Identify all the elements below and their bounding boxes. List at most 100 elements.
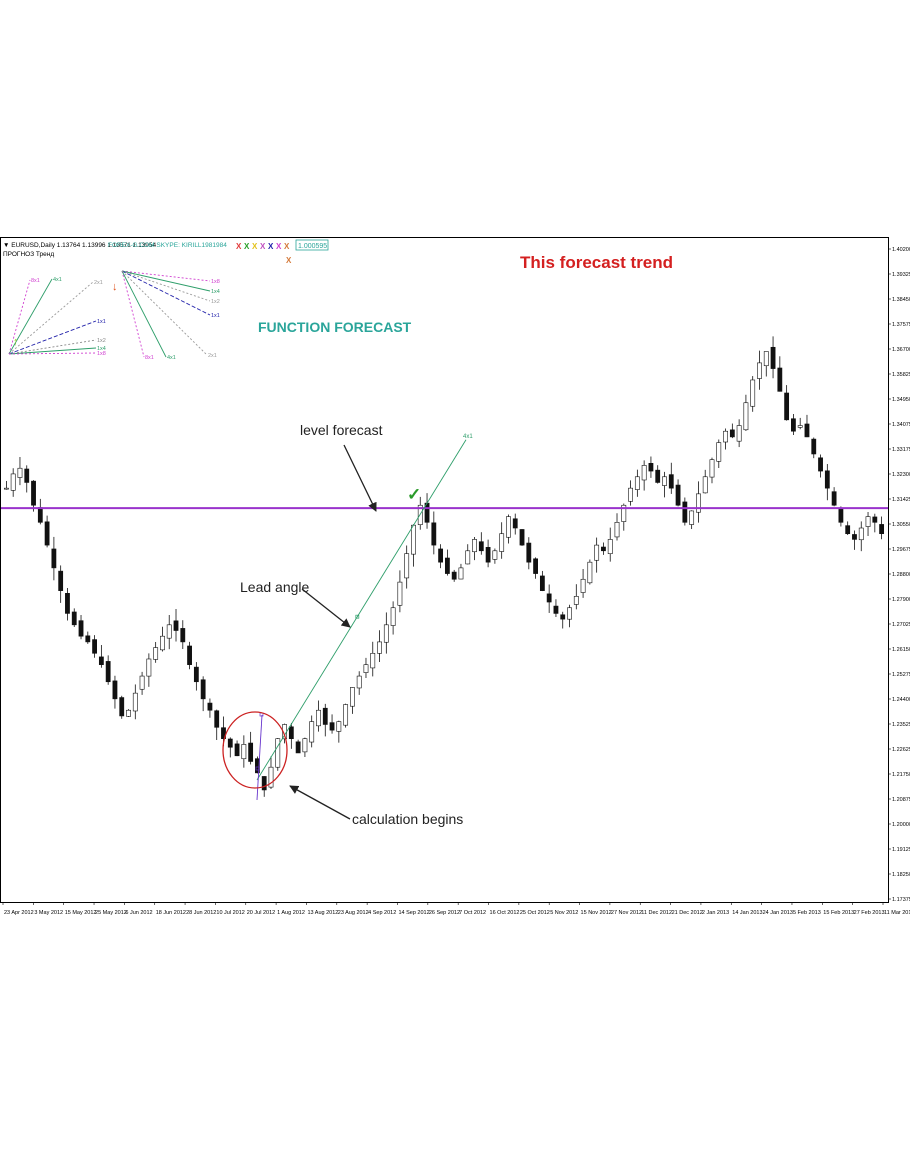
gann-ray-label: 1x2 <box>97 338 106 344</box>
candle-body <box>641 465 647 481</box>
signal-x-mark: X <box>268 242 274 251</box>
candle-body <box>85 635 91 643</box>
candle-body <box>506 516 511 538</box>
candle-body <box>621 504 627 522</box>
candle-body <box>845 525 851 535</box>
y-tick-label: 1.22625 <box>892 747 910 753</box>
y-tick-label: 1.18250 <box>892 872 910 878</box>
candle-body <box>187 645 192 665</box>
candle-body <box>709 459 715 478</box>
candle-body <box>166 624 172 639</box>
candle-body <box>723 430 728 443</box>
candle-body <box>451 571 457 580</box>
gann-ray <box>121 270 211 282</box>
gann-ray <box>121 270 211 316</box>
candle-body <box>295 741 301 754</box>
level-forecast-label: level forecast <box>300 422 383 438</box>
y-tick-label: 1.28800 <box>892 572 910 578</box>
gann-ray <box>121 270 211 302</box>
x-tick-label: 21 Dec 2012 <box>672 910 703 916</box>
candle-body <box>438 548 444 563</box>
candle-body <box>634 476 640 490</box>
candle-body <box>655 469 661 483</box>
candle-body <box>689 510 695 525</box>
x-tick-label: 18 Jun 2012 <box>156 910 186 916</box>
candle-body <box>343 704 349 726</box>
signal-x-mark: X <box>276 242 282 251</box>
candle-body <box>24 468 30 483</box>
gann-ray-label: 4x1 <box>167 355 176 361</box>
y-tick-label: 1.40200 <box>892 247 910 253</box>
gann-ray <box>8 352 97 355</box>
candle-body <box>526 542 532 563</box>
indicator-label: ПРОГНОЗ Тренд <box>3 251 54 258</box>
candle-body <box>838 507 844 523</box>
y-tick-label: 1.39325 <box>892 272 910 278</box>
x-tick-label: 15 Feb 2013 <box>823 910 854 916</box>
up-arrow-icon: ↑ <box>13 336 19 348</box>
candle-body <box>478 541 484 552</box>
forecast-trend-title: This forecast trend <box>520 253 673 272</box>
candle-body <box>614 522 620 538</box>
x-tick-label: 1 Aug 2012 <box>277 910 305 916</box>
calc-mid-marker <box>255 766 260 771</box>
x-tick-label: 15 May 2012 <box>65 910 97 916</box>
signal-x-mark: X <box>252 242 258 251</box>
candle-body <box>288 726 294 740</box>
candle-body <box>241 744 247 760</box>
chart-canvas[interactable]: ▼ EURUSD,Daily 1.13764 1.13996 1.13571 1… <box>0 237 910 918</box>
x-tick-label: 11 Dec 2012 <box>641 910 672 916</box>
candle-body <box>316 709 321 727</box>
candle-body <box>268 766 274 788</box>
y-tick-label: 1.19125 <box>892 847 910 853</box>
calculation-begins-label: calculation begins <box>352 811 463 827</box>
candle-body <box>112 680 118 700</box>
gann-ray <box>8 279 31 355</box>
candlestick-series <box>3 336 885 797</box>
signal-x-mark: X <box>244 242 250 251</box>
candle-body <box>770 346 776 369</box>
candle-body <box>370 652 376 669</box>
candle-body <box>573 596 579 605</box>
x-tick-label: 13 Aug 2012 <box>307 910 338 916</box>
x-tick-label: 4 Sep 2012 <box>368 910 396 916</box>
x-tick-label: 7 Oct 2012 <box>459 910 486 916</box>
candle-body <box>51 548 57 569</box>
candle-body <box>261 776 267 791</box>
candle-body <box>607 539 613 555</box>
gann-ray-label: 4x1 <box>53 277 62 283</box>
candle-body <box>160 635 165 651</box>
candle-body <box>567 607 572 620</box>
candle-body <box>601 546 606 552</box>
candle-body <box>10 473 16 491</box>
x-tick-label: 23 Aug 2012 <box>338 910 369 916</box>
candle-body <box>356 675 362 689</box>
candle-body <box>98 656 104 665</box>
candle-body <box>17 467 23 478</box>
candle-body <box>302 738 308 753</box>
candle-body <box>139 675 145 690</box>
candle-body <box>804 423 810 438</box>
x-tick-label: 6 Jun 2012 <box>125 910 152 916</box>
candle-body <box>383 624 389 643</box>
candle-body <box>173 620 179 631</box>
candle-body <box>458 567 464 580</box>
value-box-text: 1.000595 <box>298 243 327 250</box>
x-tick-label: 14 Sep 2012 <box>398 910 429 916</box>
candle-body <box>275 738 281 768</box>
candle-body <box>485 547 491 563</box>
x-extra-mark: X <box>286 256 292 265</box>
x-tick-label: 25 Oct 2012 <box>520 910 550 916</box>
candle-body <box>234 743 240 757</box>
candle-body <box>696 493 701 513</box>
x-tick-label: 2 Jan 2013 <box>702 910 729 916</box>
gann-ray-label: 2x1 <box>94 280 103 286</box>
calc-start-line <box>256 714 263 801</box>
function-forecast-title: FUNCTION FORECAST <box>258 319 412 335</box>
candle-body <box>668 474 674 489</box>
candle-body <box>791 418 796 432</box>
lead-angle-line[interactable] <box>256 439 467 781</box>
gann-ray-label: 1x8 <box>97 351 106 357</box>
value-box[interactable] <box>295 239 329 251</box>
